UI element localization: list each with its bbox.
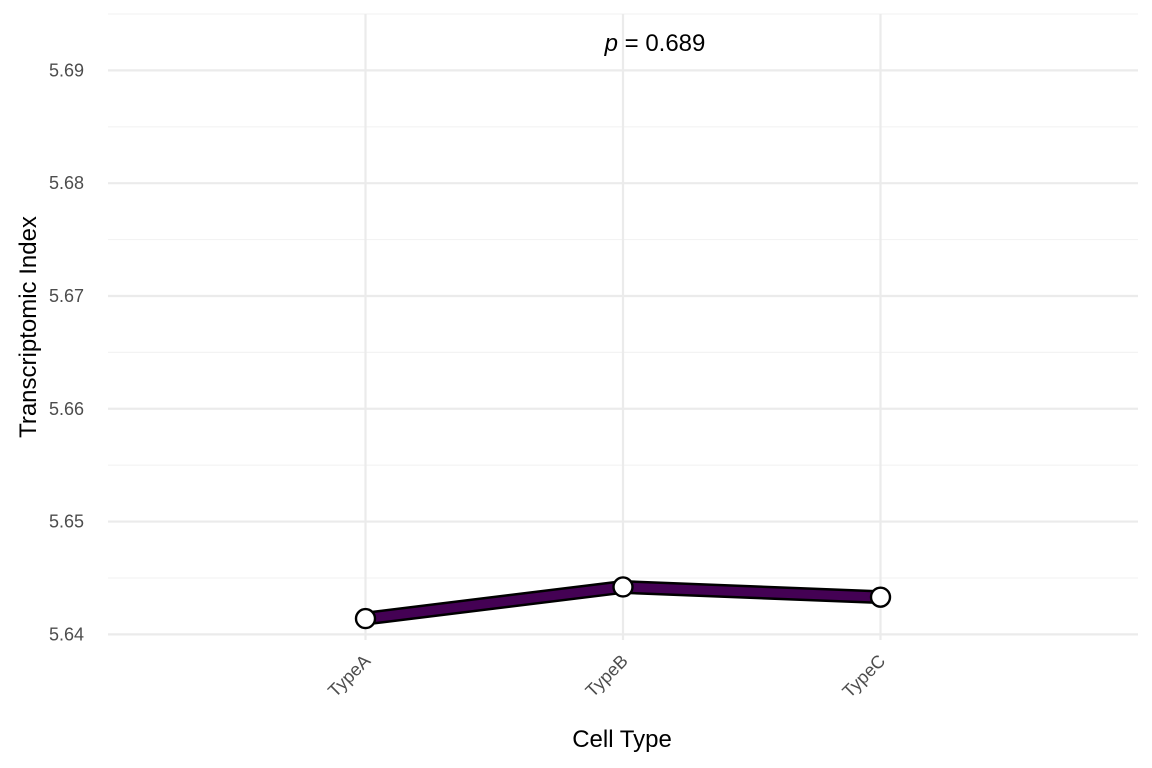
data-points	[354, 576, 892, 630]
y-tick-label: 5.66	[49, 399, 84, 419]
x-tick-labels: TypeA TypeB TypeC	[324, 651, 889, 702]
p-value: = 0.689	[618, 30, 705, 57]
data-point	[612, 576, 634, 598]
x-axis-title: Cell Type	[572, 726, 672, 753]
y-tick-label: 5.65	[49, 512, 84, 532]
x-tick-label: TypeA	[324, 651, 374, 701]
p-value-annotation: p = 0.689	[604, 30, 706, 57]
y-tick-labels: 5.64 5.65 5.66 5.67 5.68 5.69	[49, 60, 84, 644]
p-symbol: p	[604, 30, 618, 57]
y-tick-label: 5.67	[49, 286, 84, 306]
x-tick-label: TypeC	[838, 651, 889, 702]
data-point	[354, 607, 377, 630]
y-tick-label: 5.68	[49, 173, 84, 193]
y-tick-label: 5.64	[49, 624, 84, 644]
y-tick-label: 5.69	[49, 60, 84, 80]
x-tick-label: TypeB	[582, 651, 632, 701]
y-axis-title: Transcriptomic Index	[15, 216, 42, 438]
grid-lines	[108, 13, 1138, 640]
data-point	[869, 586, 892, 608]
